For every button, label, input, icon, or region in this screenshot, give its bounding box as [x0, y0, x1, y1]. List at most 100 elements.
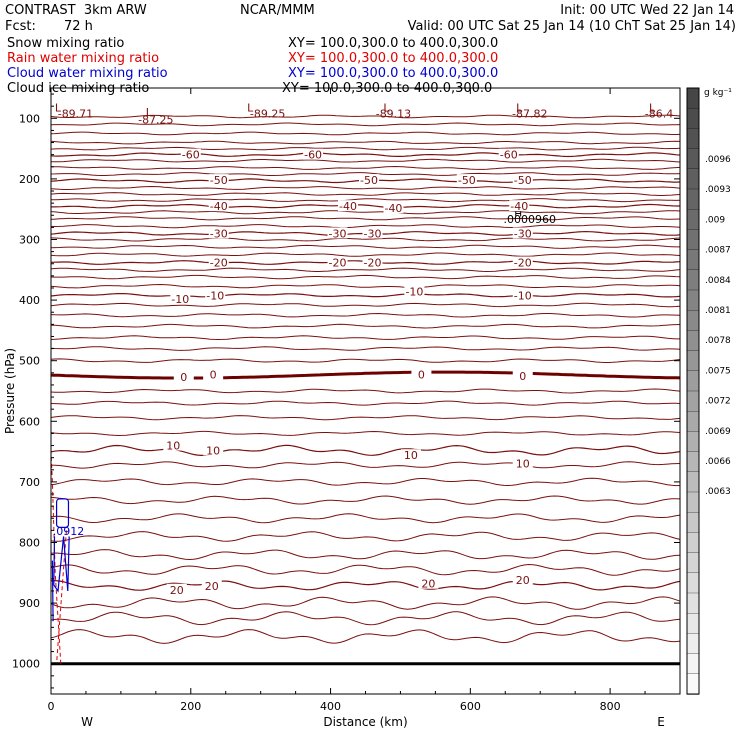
cloud-water-contour: [55, 498, 70, 528]
isotherm-0: [50, 370, 681, 380]
contour-label: 20: [205, 580, 219, 593]
colorbar-tick-label: .0096: [705, 155, 731, 165]
colorbar-tick-label: .0069: [705, 427, 731, 437]
isotherm-line: [50, 477, 681, 487]
contour-label: -20: [514, 257, 532, 270]
contour-label: -30: [514, 227, 532, 240]
contour-label: -50: [458, 174, 476, 187]
contour-label-bg: [411, 368, 432, 380]
isotherm-line: [50, 192, 681, 196]
contour-label: -30: [329, 227, 347, 240]
colorbar-swatch: [686, 269, 700, 291]
isotherm-line: [50, 513, 681, 524]
field-annotation: .0912: [53, 525, 85, 538]
isotherm-line: [50, 252, 681, 257]
contour-label: -50: [360, 174, 378, 187]
colorbar-swatch: [686, 572, 700, 594]
contour-label-bg: [208, 174, 229, 186]
field-annotation: .0000960: [503, 213, 556, 226]
isotherm-line: [50, 244, 680, 249]
contour-label-bg: [512, 227, 533, 239]
colorbar-tick-label: .0084: [705, 276, 731, 286]
contour-label: -40: [510, 200, 528, 213]
isotherm-line: [50, 388, 681, 394]
contour-label-bg: [512, 289, 533, 301]
y-tick-label: 100: [19, 112, 40, 125]
colorbar-tick-label: .0081: [705, 306, 731, 316]
isotherm-line: [50, 302, 681, 308]
contour-label-bg: [208, 227, 229, 239]
isotherm-line: [50, 185, 681, 190]
contour-label-bg: [203, 368, 224, 380]
isotherm-line: [50, 358, 681, 363]
colorbar-swatch: [686, 209, 700, 231]
contour-label: -60: [304, 149, 322, 162]
contour-label: -20: [329, 257, 347, 270]
contour-label: -10: [514, 289, 532, 302]
contour-label-bg: [208, 200, 229, 212]
isotherm-line: [50, 629, 681, 644]
contour-label-bg: [362, 256, 383, 268]
contour-label-bg: [203, 444, 224, 456]
colorbar: g kg⁻¹ .0096 .0093 .009 .0087 .0084 .0081 .0078…: [686, 87, 732, 695]
contour-label-bg: [327, 256, 348, 268]
y-axis-label: Pressure (hPa): [3, 348, 17, 434]
isotherm-line: [50, 596, 681, 610]
low-center-marker: L: [247, 101, 254, 114]
colorbar-swatch: [686, 491, 700, 513]
special-features: [50, 211, 680, 666]
isotherm-line: [50, 140, 681, 145]
colorbar-swatch: [686, 613, 700, 635]
isotherm-line: [50, 267, 681, 273]
fcst-label: Fcst:: [5, 19, 36, 34]
low-center-marker: L: [649, 101, 656, 114]
colorbar-swatch: [686, 128, 700, 150]
isotherm-line: [50, 611, 681, 626]
colorbar-swatch: [686, 512, 700, 534]
colorbar-swatch: [686, 592, 700, 614]
rain-water-contour: [50, 451, 62, 664]
isotherm--10: [50, 293, 681, 298]
isotherm--40: [51, 203, 680, 209]
contour-label: -50: [210, 174, 228, 187]
contour-label: 10: [516, 458, 530, 471]
contour-label: 20: [516, 574, 530, 587]
x-tick-label: 200: [180, 700, 201, 713]
colorbar-tick-label: .0063: [705, 487, 731, 497]
isotherm-line: [50, 335, 680, 341]
low-center-marker: L: [55, 101, 62, 114]
contour-label: -40: [339, 200, 357, 213]
isotherm-line: [50, 495, 681, 505]
init-time: Init: 00 UTC Wed 22 Jan 14: [560, 3, 734, 18]
x-tick-label: 400: [320, 700, 341, 713]
contour-label-bg: [358, 174, 379, 186]
contour-label: -40: [384, 202, 402, 215]
colorbar-tick-label: .0093: [705, 185, 731, 195]
isotherm-line: [50, 461, 681, 469]
isotherm-line: [50, 131, 681, 136]
low-center-marker: L: [383, 101, 390, 114]
contour-label-bg: [173, 371, 194, 383]
isotherm-line: [50, 549, 681, 561]
colorbar-unit: g kg⁻¹: [704, 88, 732, 98]
field-name-snow: Snow mixing ratio: [7, 36, 125, 51]
isotherm-line: [50, 563, 681, 576]
contour-label-bg: [418, 577, 439, 589]
x-axis-label: Distance (km): [323, 715, 407, 729]
colorbar-tick-label: .0087: [705, 246, 731, 256]
colorbar-swatch: [686, 310, 700, 332]
isotherm-10: [50, 444, 681, 457]
contour-label-bg: [400, 449, 421, 461]
valid-time: Valid: 00 UTC Sat 25 Jan 14 (10 ChT Sat …: [407, 19, 736, 34]
contour-label: -20: [364, 257, 382, 270]
model-title: CONTRAST 3km ARW: [5, 3, 147, 18]
low-center-value: -89.25: [250, 107, 285, 120]
contour-label: -30: [364, 227, 382, 240]
contour-label: 20: [421, 578, 435, 591]
colorbar-swatch: [686, 87, 700, 109]
contour-label-bg: [512, 369, 533, 381]
contour-label: -60: [182, 149, 200, 162]
colorbar-swatch: [686, 148, 700, 170]
y-tick-label: 900: [19, 597, 40, 610]
